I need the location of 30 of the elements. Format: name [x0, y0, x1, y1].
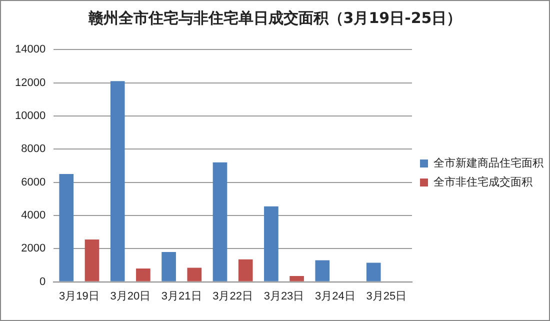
x-tick-label: 3月21日 — [161, 290, 202, 302]
x-tick-label: 3月20日 — [110, 290, 151, 302]
bar — [59, 174, 74, 282]
x-tick-label: 3月19日 — [59, 290, 100, 302]
chart-title: 赣州全市住宅与非住宅单日成交面积（3月19日-25日） — [87, 9, 463, 28]
y-tick-label: 2000 — [21, 242, 46, 255]
x-tick-label: 3月25日 — [366, 290, 407, 302]
y-tick-label: 10000 — [14, 110, 46, 122]
y-tick-label: 0 — [39, 276, 46, 288]
bar — [187, 268, 202, 282]
bar — [238, 259, 253, 282]
bar — [366, 262, 381, 282]
x-tick-label: 3月22日 — [212, 290, 253, 302]
y-tick-label: 12000 — [14, 76, 46, 89]
y-tick-label: 8000 — [21, 143, 46, 156]
bar — [315, 260, 330, 282]
y-tick-label: 14000 — [14, 44, 46, 56]
bar — [212, 162, 228, 282]
y-tick-label: 6000 — [21, 176, 46, 188]
y-tick-label: 4000 — [21, 209, 46, 222]
legend-label: 全市非住宅成交面积 — [434, 175, 532, 188]
bar — [290, 276, 304, 282]
bar — [264, 206, 278, 282]
x-tick-label: 3月24日 — [315, 290, 356, 302]
bar — [162, 252, 176, 282]
x-tick-label: 3月23日 — [264, 290, 304, 302]
bar — [84, 240, 100, 282]
bar — [110, 81, 125, 282]
bar — [136, 268, 150, 282]
legend-label: 全市新建商品住宅面积 — [434, 156, 544, 170]
